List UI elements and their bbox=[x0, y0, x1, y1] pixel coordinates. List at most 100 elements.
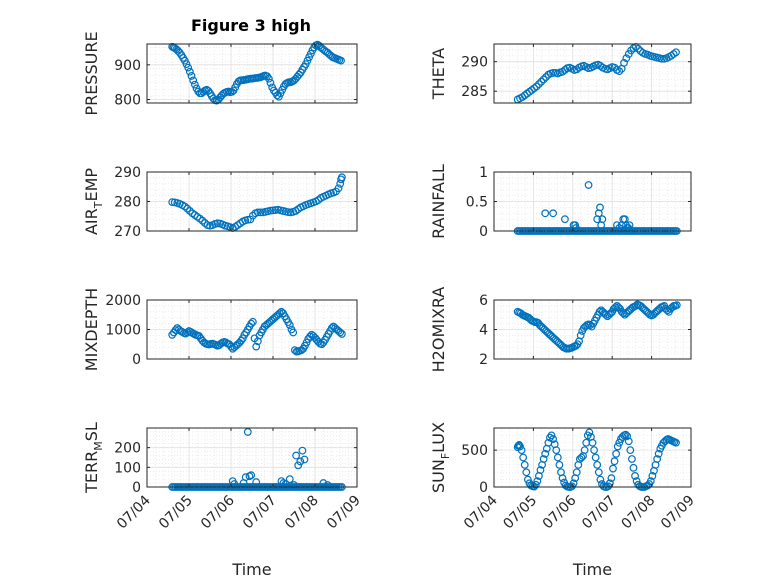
data-point bbox=[672, 48, 680, 57]
data-point bbox=[672, 301, 681, 310]
data-point bbox=[588, 438, 597, 447]
data-point bbox=[271, 206, 280, 214]
data-point bbox=[298, 446, 307, 455]
subplot-pressure: 800 900 PRESSURE bbox=[82, 31, 358, 116]
data-point bbox=[306, 332, 314, 341]
y-axis-label: SUNFLUX bbox=[429, 422, 452, 493]
data-point bbox=[598, 215, 607, 224]
data-point bbox=[516, 442, 524, 451]
data-point bbox=[619, 309, 628, 318]
data-point bbox=[533, 477, 542, 486]
data-point bbox=[615, 67, 624, 76]
y-tick-label: 500 bbox=[461, 443, 488, 459]
ylabel-part: TERR bbox=[82, 451, 101, 494]
series-mixdepth bbox=[168, 307, 346, 356]
y-tick-label: 200 bbox=[114, 441, 141, 457]
series-theta bbox=[513, 43, 680, 104]
data-point bbox=[591, 453, 600, 462]
data-point bbox=[611, 303, 620, 312]
data-point bbox=[541, 449, 550, 458]
data-point bbox=[252, 342, 261, 351]
data-point bbox=[296, 457, 305, 466]
y-tick-label: 0.5 bbox=[466, 195, 488, 211]
data-point bbox=[539, 455, 548, 463]
data-point bbox=[628, 455, 636, 463]
data-point bbox=[612, 449, 621, 458]
data-point bbox=[572, 468, 581, 477]
data-point bbox=[553, 453, 562, 462]
data-point bbox=[289, 328, 298, 337]
data-point bbox=[183, 204, 192, 213]
data-point bbox=[256, 208, 265, 217]
data-point bbox=[623, 432, 632, 441]
data-point bbox=[672, 438, 680, 447]
y-tick-label: 4 bbox=[479, 323, 488, 339]
data-point bbox=[620, 58, 628, 67]
data-point bbox=[602, 310, 610, 319]
data-point bbox=[584, 181, 593, 189]
data-point bbox=[561, 215, 569, 224]
series-h2omixra bbox=[513, 300, 681, 353]
data-point bbox=[657, 54, 666, 63]
x-axis-label: Time bbox=[231, 560, 271, 579]
y-tick-label: 270 bbox=[114, 224, 141, 240]
data-point bbox=[558, 474, 567, 483]
ylabel-subscript: F bbox=[439, 453, 452, 459]
ylabel-part: AIR bbox=[82, 208, 101, 235]
data-point bbox=[624, 437, 633, 446]
y-tick-label: 0 bbox=[132, 352, 141, 368]
data-point bbox=[585, 428, 594, 437]
data-point bbox=[337, 173, 346, 182]
ylabel-part: SUN bbox=[429, 459, 448, 493]
axes-box bbox=[493, 43, 692, 104]
data-point bbox=[530, 84, 539, 93]
data-point bbox=[247, 471, 256, 480]
subplot-theta: 285 290 THETA bbox=[429, 43, 692, 104]
subplot-rainfall: 0 0.5 1 RAINFALL bbox=[429, 164, 692, 240]
data-point bbox=[607, 474, 616, 483]
data-point bbox=[634, 44, 643, 53]
data-point bbox=[285, 475, 294, 484]
data-point bbox=[290, 481, 298, 489]
data-point bbox=[266, 78, 275, 87]
data-point bbox=[577, 453, 586, 462]
data-point bbox=[653, 455, 662, 463]
y-axis-label: THETA bbox=[429, 48, 448, 100]
data-point bbox=[621, 430, 630, 439]
data-point bbox=[189, 76, 198, 85]
plot-area bbox=[147, 44, 357, 103]
data-point bbox=[269, 206, 277, 215]
data-point bbox=[337, 56, 345, 65]
data-point bbox=[190, 80, 199, 89]
data-point bbox=[613, 442, 622, 451]
y-axis-label: RAINFALL bbox=[429, 164, 448, 239]
data-point bbox=[284, 208, 293, 217]
data-point bbox=[187, 72, 196, 80]
data-point bbox=[625, 221, 634, 230]
data-point bbox=[537, 77, 546, 86]
series-air_temp bbox=[168, 173, 346, 232]
y-tick-label: 6 bbox=[479, 293, 488, 309]
data-point bbox=[243, 215, 252, 224]
data-point bbox=[532, 82, 541, 91]
data-point bbox=[243, 428, 252, 436]
data-point bbox=[535, 80, 543, 89]
y-tick-label: 285 bbox=[461, 84, 488, 100]
data-point bbox=[547, 431, 556, 440]
subplot-h2omixra: 2 4 6 H2OMIXRA bbox=[429, 287, 692, 372]
data-point bbox=[646, 477, 655, 486]
data-point bbox=[327, 324, 336, 332]
figure-title: Figure 3 high bbox=[191, 16, 311, 35]
plot-area bbox=[147, 428, 357, 487]
ylabel-subscript: T bbox=[92, 201, 105, 209]
data-point bbox=[648, 472, 657, 480]
ylabel-subscript: M bbox=[92, 441, 105, 451]
data-point bbox=[596, 475, 605, 484]
data-point bbox=[198, 216, 207, 225]
data-point bbox=[336, 328, 345, 337]
data-point bbox=[629, 463, 638, 472]
x-axis-label: Time bbox=[572, 560, 612, 579]
y-tick-label: 290 bbox=[114, 165, 141, 181]
data-point bbox=[549, 209, 557, 218]
